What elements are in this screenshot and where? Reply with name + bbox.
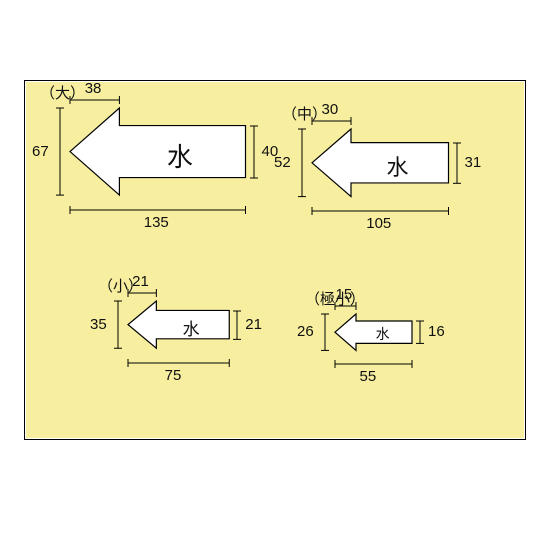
arrow-shape (333, 312, 414, 352)
arrow-shape (126, 299, 231, 350)
arrow-shape (68, 106, 248, 197)
arrow-shape (310, 127, 451, 199)
